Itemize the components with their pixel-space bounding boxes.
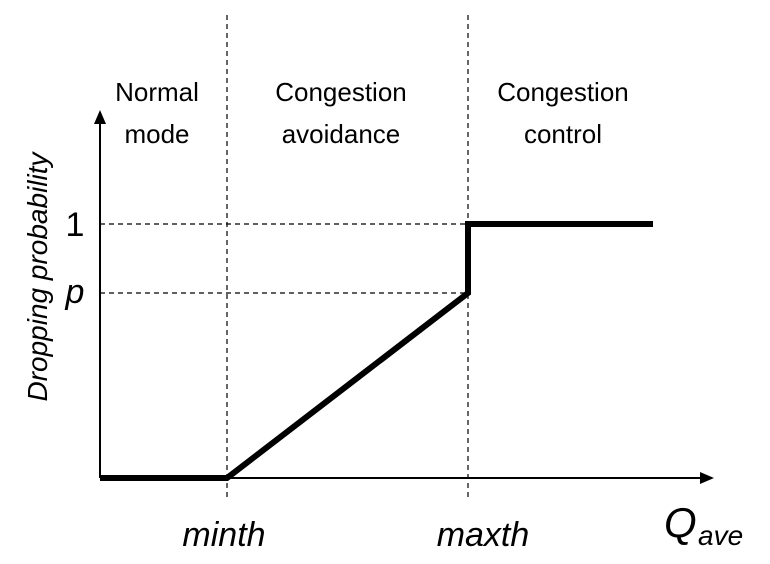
x-tick-maxth: maxth <box>437 516 530 554</box>
dropping-probability-curve <box>100 221 653 481</box>
y-tick-p: p <box>65 273 85 311</box>
x-axis-label-sub: ave <box>698 520 743 551</box>
region-normal-line2: mode <box>124 119 189 149</box>
y-tick-one: 1 <box>66 206 85 244</box>
region-normal-line1: Normal <box>115 77 199 107</box>
x-axis-label-main: Q <box>664 499 697 546</box>
region-avoidance-line1: Congestion <box>275 77 407 107</box>
region-control-line2: control <box>524 119 602 149</box>
y-axis-label: Dropping probability <box>22 150 53 401</box>
region-avoidance-line2: avoidance <box>282 119 401 149</box>
region-control-line1: Congestion <box>497 77 629 107</box>
x-tick-minth: minth <box>182 516 265 554</box>
